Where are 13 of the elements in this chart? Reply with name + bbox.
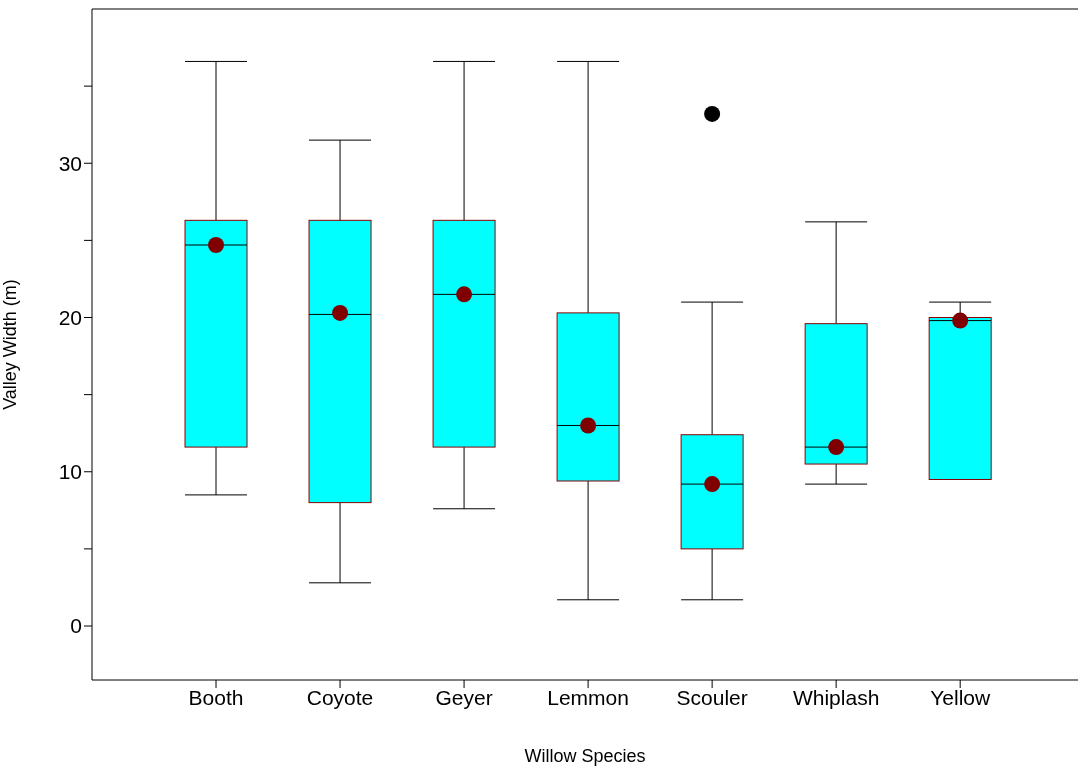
x-tick-label: Whiplash xyxy=(792,685,880,709)
y-tick-label: 10 xyxy=(58,460,82,484)
x-tick-label: Coyote xyxy=(306,685,374,709)
x-tick-label: Scouler xyxy=(676,685,748,709)
y-axis-title: Valley Width (m) xyxy=(0,279,21,410)
x-tick-label: Lemmon xyxy=(547,685,629,709)
y-tick-label: 20 xyxy=(58,305,82,329)
x-tick-label: Yellow xyxy=(930,685,991,709)
x-axis-title: Willow Species xyxy=(524,746,646,766)
y-tick-label: 0 xyxy=(70,614,82,638)
x-tick-label: Geyer xyxy=(435,685,493,709)
x-tick-label: Booth xyxy=(188,685,244,709)
y-tick-label: 30 xyxy=(58,151,82,175)
